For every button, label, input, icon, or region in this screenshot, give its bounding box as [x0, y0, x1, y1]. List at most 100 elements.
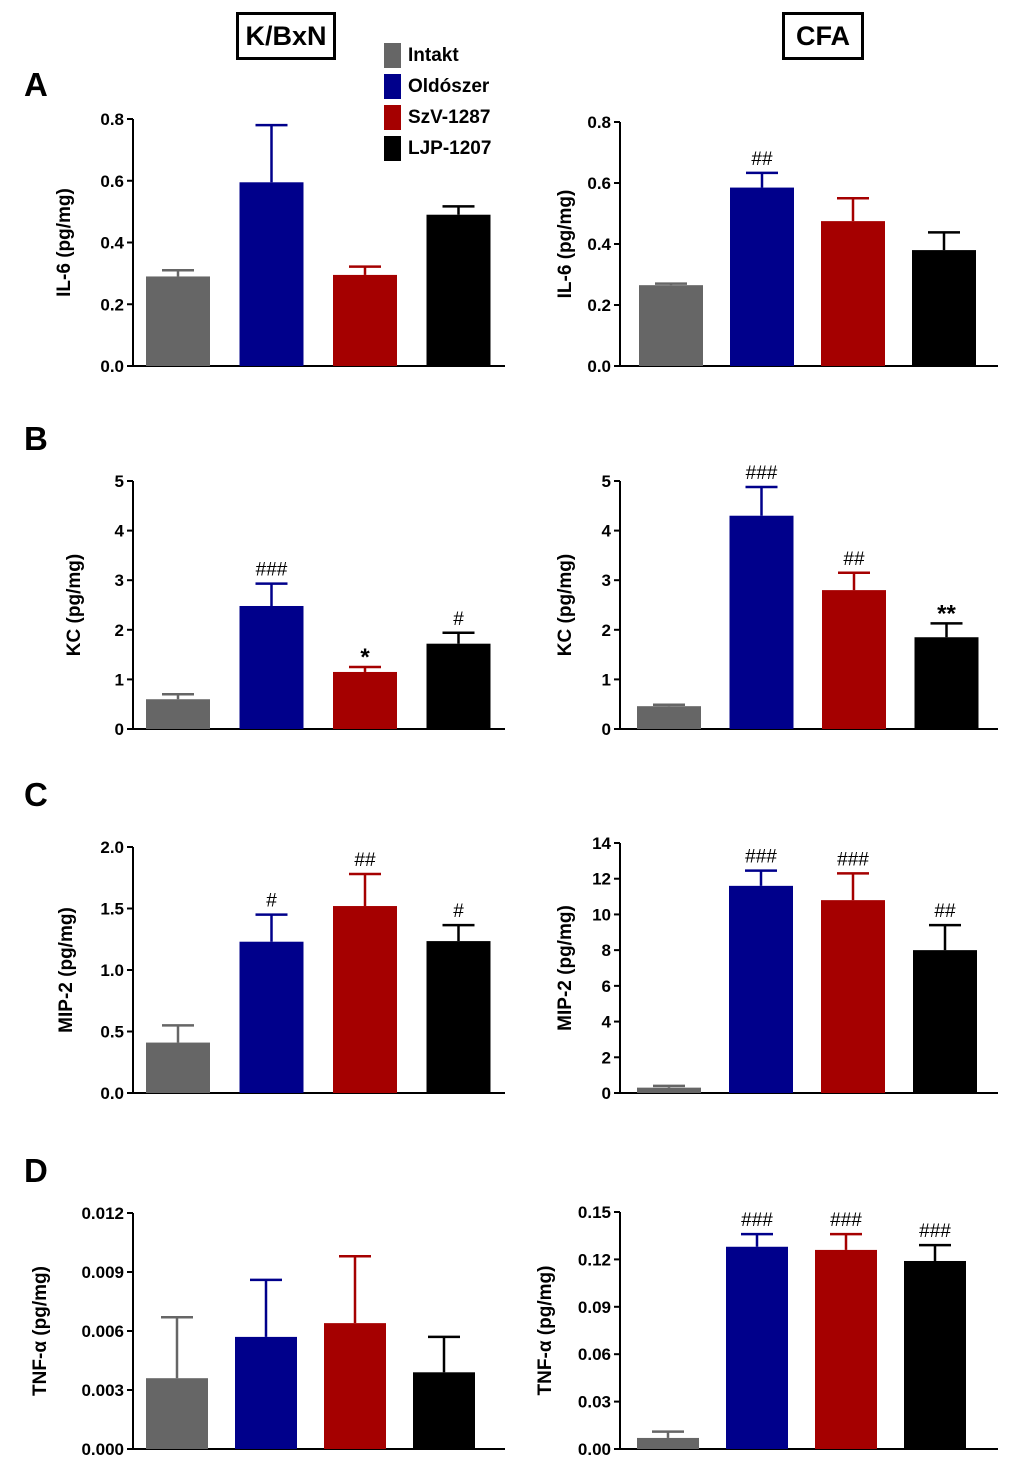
chart-a-cfa-ytick-label: 0.6	[587, 174, 611, 193]
chart-b-kbxn-bar-oldószer	[239, 605, 304, 729]
column-header-cfa: CFA	[782, 12, 864, 60]
chart-d-kbxn-ytick-label: 0.003	[81, 1381, 124, 1400]
chart-d-kbxn-bar-oldószer	[235, 1336, 297, 1449]
chart-a-cfa-significance-label: ##	[751, 149, 773, 170]
chart-d-cfa-bar-intakt	[637, 1437, 699, 1449]
chart-c-cfa-ytick-label: 4	[602, 1013, 612, 1032]
chart-b-kbxn-ytick-label: 3	[115, 571, 124, 590]
legend-swatch-ljp-1207	[384, 136, 401, 161]
chart-a-cfa-bar-oldószer	[730, 187, 794, 366]
chart-c-cfa-ytick-label: 0	[602, 1084, 611, 1103]
legend-swatch-szv-1287	[384, 105, 401, 130]
chart-c-kbxn-ytick-label: 0.0	[100, 1084, 124, 1103]
chart-a-cfa-ytick-label: 0.0	[587, 357, 611, 376]
chart-a-kbxn-ytick-label: 0.6	[100, 172, 124, 191]
chart-b-kbxn-bar-ljp-1207	[426, 643, 491, 729]
chart-a-kbxn-bar-ljp-1207	[426, 214, 491, 366]
chart-c-kbxn-significance-label: ##	[354, 850, 376, 871]
panel-label-d: D	[24, 1152, 48, 1189]
chart-c-cfa-significance-label: ###	[745, 847, 777, 868]
chart-b-cfa-bar-intakt	[637, 706, 701, 729]
chart-a-cfa-ytick-label: 0.8	[587, 113, 611, 132]
chart-c-cfa-bar-ljp-1207	[913, 950, 977, 1093]
chart-c-kbxn-bar-intakt	[146, 1042, 210, 1093]
chart-b-kbxn-significance-label: #	[453, 609, 464, 630]
panel-label-b: B	[24, 420, 48, 457]
chart-d-cfa-ytick-label: 0.15	[578, 1203, 611, 1222]
chart-b-cfa-ytick-label: 3	[602, 571, 611, 590]
chart-d-cfa-ytick-label: 0.12	[578, 1250, 611, 1269]
legend-label-oldoszer: Oldószer	[408, 75, 490, 97]
chart-a-cfa-ylabel: IL-6 (pg/mg)	[555, 190, 576, 299]
chart-d-cfa-significance-label: ###	[830, 1210, 862, 1231]
chart-b-kbxn-significance-label: ###	[256, 560, 288, 581]
chart-d-cfa-significance-label: ###	[919, 1221, 951, 1242]
chart-a-kbxn-ylabel: IL-6 (pg/mg)	[54, 188, 75, 297]
chart-c-kbxn-ytick-label: 2.0	[100, 838, 124, 857]
chart-b-cfa-ytick-label: 4	[602, 522, 612, 541]
chart-b-cfa-ytick-label: 2	[602, 621, 611, 640]
chart-b-kbxn-bar-szv-1287	[333, 671, 397, 729]
chart-d-kbxn-ytick-label: 0.006	[81, 1322, 124, 1341]
chart-b-kbxn-ytick-label: 1	[115, 670, 124, 689]
legend: Intakt Oldószer SzV-1287 LJP-1207	[384, 40, 491, 164]
legend-label-intakt: Intakt	[408, 44, 459, 66]
chart-c-cfa-significance-label: ###	[837, 849, 869, 870]
chart-c-cfa-ytick-label: 6	[602, 977, 611, 996]
chart-a-kbxn-ytick-label: 0.2	[100, 295, 124, 314]
chart-b-kbxn-ytick-label: 4	[115, 522, 125, 541]
chart-b-kbxn-ytick-label: 0	[115, 720, 124, 739]
chart-c-kbxn-ylabel: MIP-2 (pg/mg)	[56, 907, 77, 1033]
chart-c-kbxn-bar-ljp-1207	[426, 941, 491, 1093]
chart-b-cfa-significance-label: ##	[843, 549, 865, 570]
chart-c-cfa-ytick-label: 2	[602, 1048, 611, 1067]
chart-a-kbxn-bar-oldószer	[239, 182, 304, 366]
chart-c-kbxn-ytick-label: 1.5	[100, 900, 124, 919]
legend-item-oldoszer: Oldószer	[384, 71, 491, 102]
legend-item-intakt: Intakt	[384, 40, 491, 71]
chart-d-kbxn-ytick-label: 0.009	[81, 1263, 124, 1282]
chart-b-kbxn-ylabel: KC (pg/mg)	[64, 554, 85, 656]
chart-d-kbxn-bar-intakt	[146, 1378, 208, 1449]
chart-c-kbxn-bar-oldószer	[239, 941, 304, 1093]
chart-a-kbxn-ytick-label: 0.0	[100, 357, 124, 376]
chart-d-kbxn-bar-szv-1287	[324, 1323, 386, 1449]
chart-d-cfa-ylabel: TNF-α (pg/mg)	[535, 1266, 556, 1396]
chart-c-cfa-significance-label: ##	[934, 901, 956, 922]
chart-d-cfa-significance-label: ###	[741, 1210, 773, 1231]
chart-c-cfa-ylabel: MIP-2 (pg/mg)	[555, 905, 576, 1031]
legend-item-szv-1287: SzV-1287	[384, 102, 491, 133]
chart-b-cfa-bar-szv-1287	[822, 590, 886, 729]
legend-swatch-intakt	[384, 43, 401, 68]
chart-d-cfa-bar-szv-1287	[815, 1249, 877, 1449]
chart-d-kbxn-ylabel: TNF-α (pg/mg)	[30, 1266, 51, 1396]
chart-c-cfa-ytick-label: 8	[602, 941, 611, 960]
chart-d-cfa-ytick-label: 0.00	[578, 1440, 611, 1459]
chart-d-cfa-ytick-label: 0.03	[578, 1393, 611, 1412]
chart-d-kbxn-ytick-label: 0.012	[81, 1204, 124, 1223]
chart-c-kbxn-ytick-label: 0.5	[100, 1023, 124, 1042]
legend-label-szv-1287: SzV-1287	[408, 106, 491, 128]
chart-c-cfa-ytick-label: 12	[592, 870, 611, 889]
chart-c-cfa-ytick-label: 10	[592, 905, 611, 924]
chart-b-cfa-significance-label: ###	[746, 463, 778, 484]
chart-a-cfa-bar-szv-1287	[821, 221, 885, 366]
chart-b-kbxn-significance-label: *	[360, 644, 370, 671]
chart-c-cfa-ytick-label: 14	[592, 834, 611, 853]
chart-a-cfa-ytick-label: 0.4	[587, 235, 611, 254]
chart-a-kbxn-ytick-label: 0.8	[100, 110, 124, 129]
chart-c-cfa-bar-szv-1287	[821, 900, 885, 1093]
chart-b-cfa-bar-oldószer	[729, 515, 794, 729]
chart-b-kbxn-bar-intakt	[146, 699, 210, 729]
legend-swatch-oldoszer	[384, 74, 401, 99]
chart-b-cfa-ytick-label: 5	[602, 472, 611, 491]
chart-b-cfa-ytick-label: 0	[602, 720, 611, 739]
chart-d-kbxn-ytick-label: 0.000	[81, 1440, 124, 1459]
chart-b-cfa-ytick-label: 1	[602, 670, 611, 689]
legend-label-ljp-1207: LJP-1207	[408, 137, 492, 159]
chart-a-kbxn-ytick-label: 0.4	[100, 234, 124, 253]
chart-d-cfa-bar-ljp-1207	[904, 1260, 966, 1449]
chart-b-cfa-significance-label: **	[937, 600, 956, 627]
chart-c-kbxn-bar-szv-1287	[333, 906, 397, 1093]
